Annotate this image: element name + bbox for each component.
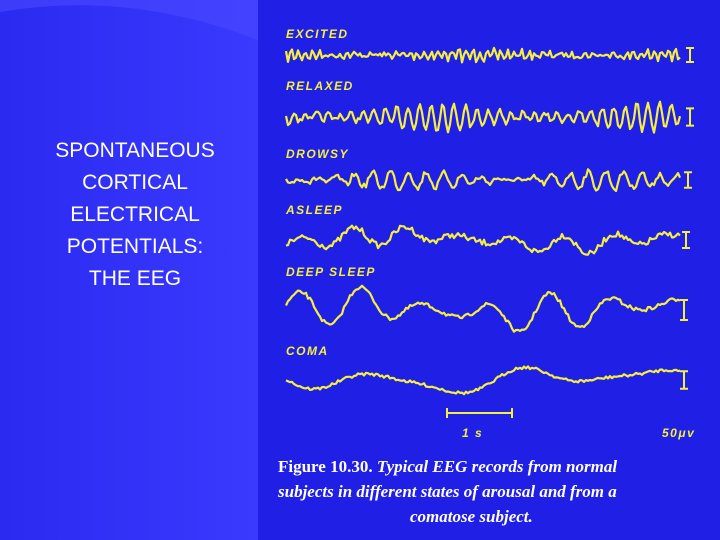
slide-title: SPONTANEOUS CORTICAL ELECTRICAL POTENTIALS:… (55, 139, 214, 290)
caption-line: comatose subject. (410, 507, 533, 526)
trace-label: COMA (286, 344, 329, 358)
amplitude-bar (680, 299, 688, 321)
trace-label: ASLEEP (285, 203, 343, 217)
amplitude-bar (686, 107, 694, 127)
title-line: POTENTIALS: (67, 235, 204, 258)
amplitude-bar (684, 171, 692, 189)
trace-label: DEEP SLEEP (286, 265, 376, 279)
title-line: THE EEG (89, 267, 181, 290)
eeg-trace (285, 365, 681, 396)
caption-text: Typical EEG records from normal (377, 457, 617, 476)
amplitude-bar (682, 231, 690, 249)
caption-line: subjects in different states of arousal … (277, 482, 617, 501)
title-line: ELECTRICAL (70, 203, 200, 226)
amplitude-bar (686, 47, 694, 63)
title-line: CORTICAL (82, 171, 188, 194)
title-line: SPONTANEOUS (55, 139, 214, 162)
caption-line: Figure 10.30. Typical EEG records from n… (278, 457, 617, 476)
trace-label: RELAXED (286, 79, 354, 93)
side-panel (0, 0, 258, 540)
eeg-figure: 1 s 50μv Figure 10.30. Typical EEG recor… (277, 27, 695, 526)
trace-label: DROWSY (286, 147, 349, 161)
eeg-trace (285, 168, 682, 193)
eeg-trace (284, 100, 682, 134)
eeg-trace (285, 224, 681, 256)
time-scale: 1 s (462, 426, 483, 440)
eeg-trace (285, 284, 681, 333)
amplitude-bar (680, 370, 688, 390)
voltage-scale: 50μv (662, 426, 695, 440)
trace-label: EXCITED (286, 27, 349, 41)
figure-number: Figure 10.30. (278, 457, 373, 476)
eeg-trace (284, 46, 681, 64)
panel-swoosh (0, 0, 258, 40)
